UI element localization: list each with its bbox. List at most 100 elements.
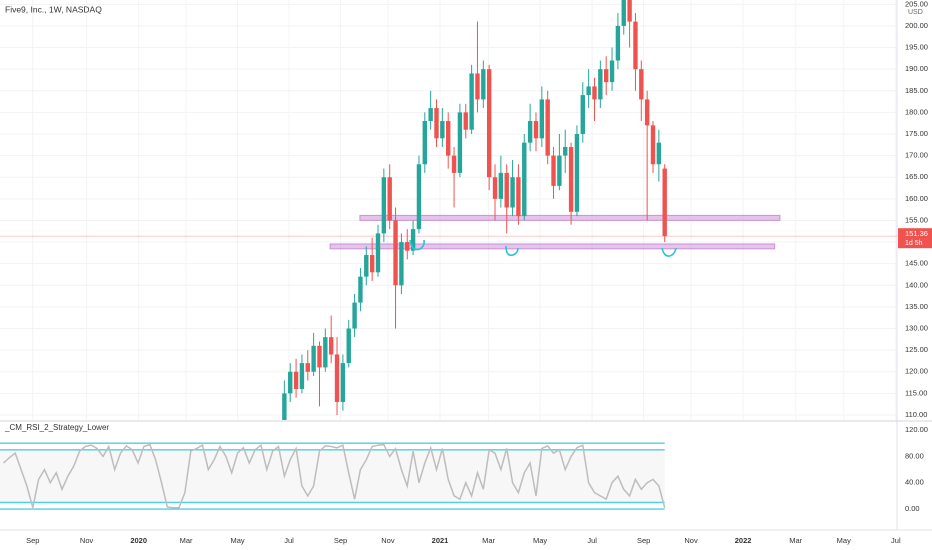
candle-body [527, 121, 533, 143]
y-tick-label: 145.00 [905, 259, 928, 268]
x-tick-label: Mar [482, 536, 495, 545]
candle-body [358, 276, 363, 303]
x-tick-label: Jul [587, 536, 597, 545]
x-tick-label: Sep [26, 536, 39, 545]
candle-body [563, 146, 568, 156]
y-tick-label: 205.00 [905, 0, 928, 8]
hook [505, 245, 519, 257]
candle-body [428, 108, 433, 122]
candle-body [410, 229, 416, 251]
candle-body [393, 220, 398, 286]
y-tick-label: 195.00 [905, 43, 928, 52]
candle-body [399, 242, 404, 286]
candle-body [405, 242, 410, 251]
candle-body [299, 363, 305, 390]
candle-body [621, 0, 626, 26]
candle-body [504, 172, 509, 208]
y-tick-label: 180.00 [905, 107, 928, 116]
candle-body [446, 121, 451, 156]
candle-body [592, 86, 597, 100]
candle-body [375, 233, 381, 273]
candle-body [603, 69, 609, 83]
y-tick-label: 135.00 [905, 302, 928, 311]
support-level [329, 243, 776, 250]
y-tick-label: 170.00 [905, 151, 928, 160]
candle-body [381, 177, 387, 234]
candle-body [492, 177, 498, 199]
candle-body [434, 108, 439, 139]
last-price-tag [898, 228, 932, 249]
candle-body [293, 371, 299, 390]
y-tick-label: 175.00 [905, 129, 928, 138]
candle-body [328, 337, 334, 355]
y-tick-label: 0.00 [905, 504, 920, 513]
hook [661, 247, 677, 257]
x-tick-label: May [533, 536, 547, 545]
candle-body [580, 95, 585, 135]
candle-body [533, 121, 539, 139]
x-tick-label: 2022 [735, 536, 752, 545]
candle-body [598, 69, 603, 100]
last-price-label: 151.36 [905, 229, 928, 238]
y-tick-label: 120.00 [905, 367, 928, 376]
candle-body [317, 345, 322, 368]
countdown-label: 1d 5h [905, 240, 923, 247]
candle-body [352, 302, 357, 329]
candle-body [539, 99, 545, 139]
candle-body [282, 393, 287, 420]
candle-body [551, 155, 556, 186]
chart-title: Five9, Inc., 1W, NASDAQ [5, 4, 102, 14]
y-tick-label: 165.00 [905, 172, 928, 181]
candle-body [364, 255, 369, 277]
candle-body [586, 86, 591, 96]
y-tick-label: 160.00 [905, 194, 928, 203]
candle-body [644, 99, 650, 126]
candle-body [574, 134, 580, 212]
candle-body [288, 371, 293, 394]
candle-body [346, 328, 351, 364]
y-tick-label: 80.00 [905, 451, 924, 460]
level-band [0, 449, 665, 503]
candle-body [305, 363, 310, 372]
candle-body [463, 112, 468, 130]
support-level [359, 214, 781, 221]
x-tick-label: 2021 [432, 536, 449, 545]
candle-body [422, 121, 428, 165]
x-tick-label: Nov [381, 536, 395, 545]
main-pane [0, 0, 897, 420]
lower-pane [0, 442, 666, 510]
hook-drawings [409, 239, 677, 257]
y-tick-label: 155.00 [905, 215, 928, 224]
candle-body [475, 73, 480, 100]
candle-body [469, 73, 474, 130]
candle-body [627, 0, 632, 22]
hook [409, 239, 425, 251]
indicator-title: _CM_RSI_2_Strategy_Lower [4, 423, 109, 432]
y-tick-label: 140.00 [905, 280, 928, 289]
y-tick-label: 185.00 [905, 86, 928, 95]
x-tick-label: Sep [637, 536, 650, 545]
candle-body [311, 345, 316, 372]
y-tick-label: 110.00 [905, 410, 927, 419]
candle-body [650, 125, 656, 165]
x-tick-label: Nov [684, 536, 698, 545]
currency: USD [908, 9, 923, 16]
y-tick-label: 190.00 [905, 64, 928, 73]
candle-body [516, 177, 521, 217]
x-tick-label: May [837, 536, 851, 545]
x-tick-label: Nov [80, 536, 94, 545]
candle-body [451, 155, 457, 173]
x-tick-label: 2020 [130, 536, 147, 545]
y-tick-label: 200.00 [905, 21, 928, 30]
x-tick-label: Jul [284, 536, 294, 545]
candle-body [522, 142, 527, 217]
candle-body [387, 177, 392, 221]
axes: 110.00 115.00 120.00 125.00 130.00 135.00 140.… [26, 0, 932, 545]
candle-body [545, 99, 550, 156]
candle-body [633, 21, 638, 70]
candle-body [510, 177, 515, 208]
y-tick-label: 130.00 [905, 324, 928, 333]
candle-body [662, 168, 667, 237]
x-tick-label: Mar [789, 536, 802, 545]
